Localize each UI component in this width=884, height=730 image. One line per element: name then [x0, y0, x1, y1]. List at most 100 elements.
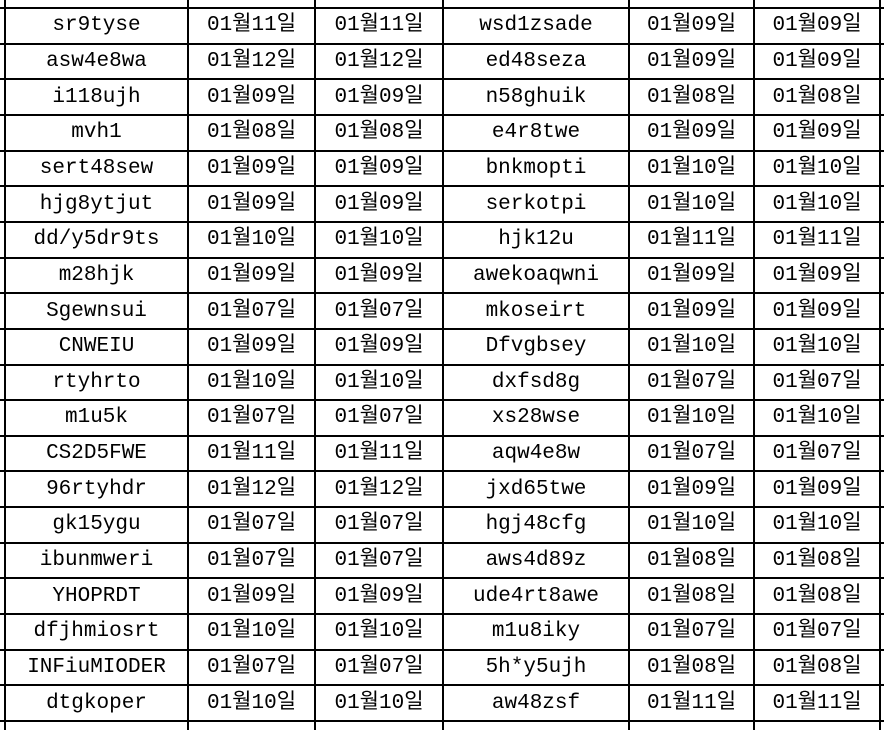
- cell-date[interactable]: 01월12일: [206, 477, 297, 501]
- cell-id[interactable]: jxd65twe: [485, 477, 587, 501]
- cell-date[interactable]: 01월09일: [334, 85, 424, 109]
- cell-date[interactable]: 01월09일: [646, 299, 737, 323]
- cell-date[interactable]: 01월10일: [772, 513, 862, 537]
- cell-date[interactable]: 01월10일: [206, 620, 297, 644]
- cell-date[interactable]: 01월07일: [646, 442, 737, 466]
- cell-date[interactable]: 01월07일: [334, 656, 424, 679]
- cell-date[interactable]: 01월10일: [206, 691, 297, 715]
- cell-date[interactable]: 01월07일: [772, 442, 862, 466]
- cell-date[interactable]: 01월10일: [646, 513, 737, 537]
- cell-id[interactable]: m1u5k: [64, 406, 128, 430]
- cell-date[interactable]: 01월09일: [334, 584, 424, 608]
- cell-date[interactable]: 01월10일: [206, 370, 297, 394]
- cell-date[interactable]: 01월10일: [646, 156, 737, 180]
- cell-date[interactable]: 01월11일: [334, 14, 424, 38]
- cell-date[interactable]: 01월08일: [646, 85, 737, 109]
- cell-date[interactable]: 01월07일: [334, 406, 424, 430]
- cell-id[interactable]: 5h*y5ujh: [485, 656, 587, 679]
- cell-date[interactable]: 01월11일: [206, 442, 297, 466]
- cell-id[interactable]: asw4e8wa: [46, 49, 147, 73]
- cell-id[interactable]: dd/y5dr9ts: [33, 228, 160, 252]
- cell-date[interactable]: 01월09일: [772, 477, 862, 501]
- cell-date[interactable]: 01월09일: [206, 335, 297, 359]
- cell-date[interactable]: 01월08일: [772, 656, 862, 679]
- cell-id[interactable]: e4r8twe: [491, 121, 581, 145]
- cell-id[interactable]: wsd1zsade: [479, 14, 593, 38]
- cell-date[interactable]: 01월07일: [646, 620, 737, 644]
- cell-id[interactable]: rtyhrto: [52, 370, 141, 394]
- cell-date[interactable]: 01월10일: [334, 691, 424, 715]
- cell-id[interactable]: dfjhmiosrt: [33, 620, 160, 644]
- cell-date[interactable]: 01월07일: [206, 299, 297, 323]
- cell-date[interactable]: 01월10일: [206, 228, 297, 252]
- cell-date[interactable]: 01월07일: [206, 406, 297, 430]
- cell-date[interactable]: 01월12일: [334, 477, 424, 501]
- cell-date[interactable]: 01월09일: [334, 192, 424, 216]
- cell-date[interactable]: 01월07일: [334, 299, 424, 323]
- cell-id[interactable]: hjk12u: [498, 228, 574, 252]
- cell-date[interactable]: 01월09일: [206, 85, 297, 109]
- cell-id[interactable]: mkoseirt: [485, 299, 587, 323]
- cell-id[interactable]: dtgkoper: [46, 691, 147, 715]
- cell-date[interactable]: 01월09일: [334, 335, 424, 359]
- cell-id[interactable]: ude4rt8awe: [472, 584, 600, 608]
- cell-date[interactable]: 01월09일: [646, 121, 737, 145]
- cell-date[interactable]: 01월07일: [772, 370, 862, 394]
- cell-id[interactable]: gk15ygu: [52, 513, 141, 537]
- cell-id[interactable]: aqw4e8w: [491, 442, 581, 466]
- cell-date[interactable]: 01월10일: [334, 228, 424, 252]
- cell-id[interactable]: dxfsd8g: [491, 370, 581, 394]
- cell-date[interactable]: 01월08일: [334, 121, 424, 145]
- cell-id[interactable]: i118ujh: [52, 85, 141, 109]
- cell-date[interactable]: 01월09일: [206, 192, 297, 216]
- cell-date[interactable]: 01월07일: [646, 370, 737, 394]
- cell-date[interactable]: 01월08일: [646, 584, 737, 608]
- cell-id[interactable]: ed48seza: [485, 49, 587, 73]
- cell-id[interactable]: ibunmweri: [39, 549, 154, 573]
- cell-id[interactable]: sert48sew: [39, 156, 154, 180]
- cell-date[interactable]: 01월07일: [334, 513, 424, 537]
- cell-id[interactable]: xs28wse: [491, 406, 581, 430]
- cell-id[interactable]: sr9tyse: [52, 14, 141, 38]
- cell-date[interactable]: 01월11일: [646, 691, 737, 715]
- cell-date[interactable]: 01월09일: [646, 49, 737, 73]
- cell-date[interactable]: 01월11일: [646, 228, 737, 252]
- cell-date[interactable]: 01월08일: [206, 121, 297, 145]
- cell-date[interactable]: 01월09일: [206, 156, 297, 180]
- cell-date[interactable]: 01월08일: [772, 85, 862, 109]
- cell-date[interactable]: 01월09일: [772, 121, 862, 145]
- cell-date[interactable]: 01월10일: [772, 335, 862, 359]
- cell-date[interactable]: 01월12일: [206, 49, 297, 73]
- cell-date[interactable]: 01월09일: [334, 156, 424, 180]
- cell-date[interactable]: 01월08일: [646, 656, 737, 679]
- cell-date[interactable]: 01월09일: [772, 49, 862, 73]
- cell-date[interactable]: 01월09일: [772, 299, 862, 323]
- cell-date[interactable]: 01월09일: [206, 263, 297, 287]
- cell-date[interactable]: 01월11일: [334, 442, 424, 466]
- cell-id[interactable]: aw48zsf: [491, 691, 581, 715]
- cell-date[interactable]: 01월07일: [206, 656, 297, 679]
- cell-date[interactable]: 01월10일: [772, 192, 862, 216]
- cell-date[interactable]: 01월09일: [646, 263, 737, 287]
- cell-date[interactable]: 01월10일: [772, 406, 862, 430]
- cell-id[interactable]: CS2D5FWE: [46, 442, 147, 466]
- cell-date[interactable]: 01월09일: [646, 14, 737, 38]
- cell-id[interactable]: INFiuMIODER: [27, 656, 166, 679]
- cell-id[interactable]: mvh1: [71, 121, 122, 145]
- cell-date[interactable]: 01월09일: [772, 14, 862, 38]
- cell-id[interactable]: Dfvgbsey: [485, 335, 587, 359]
- cell-date[interactable]: 01월07일: [206, 513, 297, 537]
- cell-date[interactable]: 01월07일: [334, 549, 424, 573]
- cell-id[interactable]: serkotpi: [485, 192, 587, 216]
- cell-date[interactable]: 01월10일: [334, 620, 424, 644]
- cell-date[interactable]: 01월08일: [772, 584, 862, 608]
- cell-id[interactable]: CNWEIU: [58, 335, 135, 359]
- cell-id[interactable]: hjg8ytjut: [39, 192, 154, 216]
- cell-id[interactable]: hgj48cfg: [485, 513, 587, 537]
- cell-date[interactable]: 01월07일: [206, 549, 297, 573]
- cell-date[interactable]: 01월11일: [772, 691, 862, 715]
- cell-date[interactable]: 01월11일: [206, 14, 297, 38]
- cell-id[interactable]: aws4d89z: [485, 549, 587, 573]
- cell-date[interactable]: 01월09일: [646, 477, 737, 501]
- cell-date[interactable]: 01월10일: [772, 156, 862, 180]
